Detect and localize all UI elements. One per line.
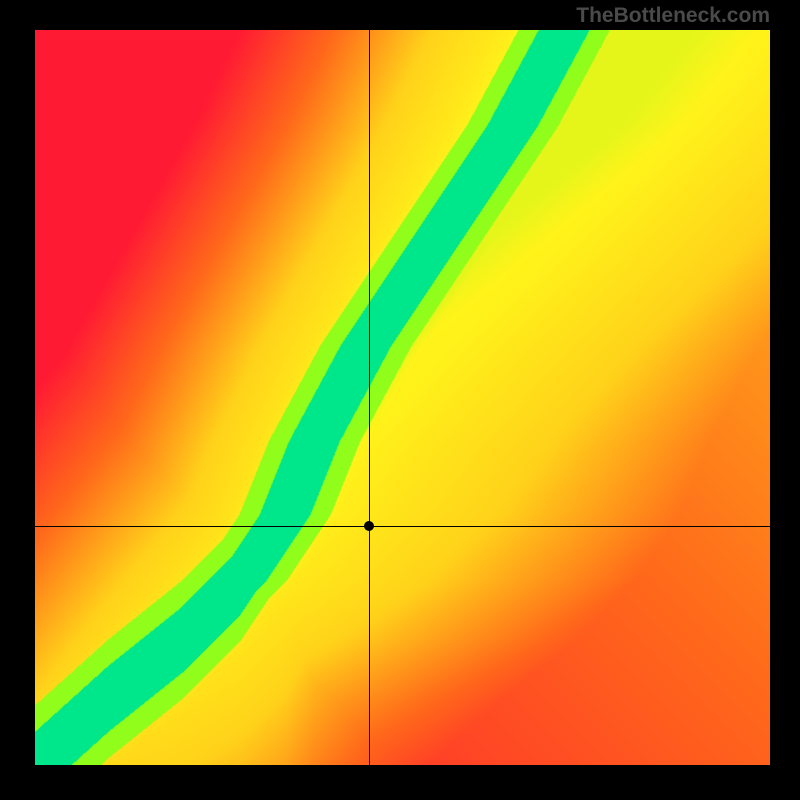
crosshair-horizontal bbox=[35, 526, 770, 527]
data-point-marker bbox=[364, 521, 374, 531]
watermark-text: TheBottleneck.com bbox=[576, 4, 770, 28]
heatmap-plot bbox=[35, 30, 770, 765]
crosshair-vertical bbox=[369, 30, 370, 765]
heatmap-canvas bbox=[35, 30, 770, 765]
